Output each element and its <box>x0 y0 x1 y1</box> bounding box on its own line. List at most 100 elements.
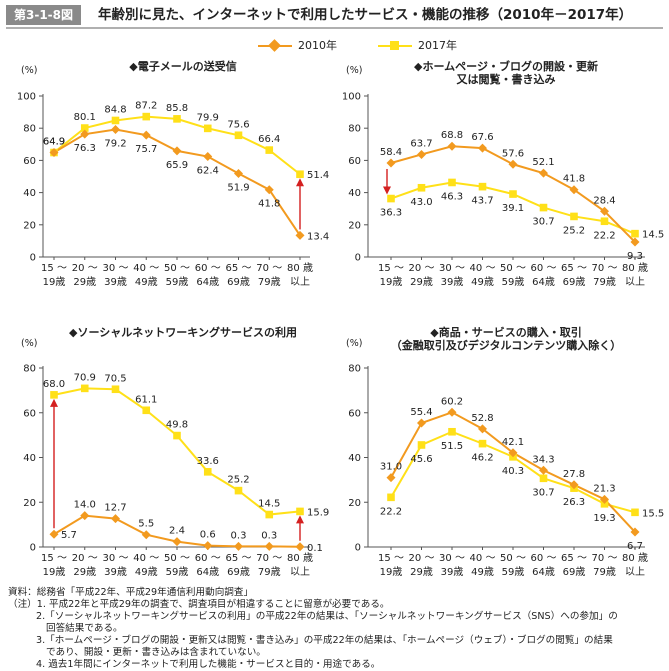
x-tick-label-line2: 29歳 <box>73 276 96 288</box>
point-2017 <box>203 468 212 476</box>
data-label-2010: 5.5 <box>138 519 154 530</box>
x-tick-label-line1: 65 ～ <box>226 263 252 274</box>
data-label-2010: 67.6 <box>471 132 493 143</box>
data-label-2017: 46.2 <box>471 453 493 464</box>
figure-header: 第3-1-8図 年齢別に見た、インターネットで利用したサービス・機能の推移（20… <box>0 0 669 30</box>
data-label-2010: 58.4 <box>380 147 402 158</box>
data-label-2017: 14.5 <box>642 230 664 241</box>
data-label-2010: 68.8 <box>441 130 463 141</box>
point-2017 <box>417 183 426 192</box>
y-tick-label: 40 <box>348 453 361 464</box>
point-2017 <box>173 431 181 440</box>
point-2010 <box>539 168 548 178</box>
x-tick-label-line1: 20 ～ <box>72 263 98 274</box>
point-2017 <box>265 510 274 519</box>
point-2017 <box>111 116 120 125</box>
point-2010 <box>111 514 120 524</box>
point-2017 <box>142 406 151 415</box>
y-tick-label: 100 <box>342 92 361 103</box>
change-arrow-head <box>296 515 304 524</box>
y-axis-unit-label: (%) <box>346 65 362 76</box>
y-tick-label: 0 <box>355 543 361 554</box>
data-label-2017: 36.3 <box>380 208 402 219</box>
x-tick-label-line2: 79歳 <box>593 566 616 578</box>
data-label-2010: 5.7 <box>61 530 77 541</box>
data-label-2017: 87.2 <box>135 101 157 112</box>
chart-title-2-line-2: 又は閲覧・書き込み <box>456 72 556 86</box>
point-2010 <box>630 237 640 247</box>
note-2-continued: 回答結果である。 <box>46 623 123 634</box>
x-tick-label-line2: 以上 <box>625 276 645 288</box>
chart-title-4-line-1: ◆商品・サービスの購入・取引 <box>430 325 581 339</box>
x-tick-label-line2: 69歳 <box>563 276 586 288</box>
point-2010 <box>172 146 182 156</box>
y-tick-label: 80 <box>23 364 36 375</box>
data-label-2017: 70.5 <box>104 373 126 384</box>
data-label-2010: 13.4 <box>307 231 329 242</box>
data-label-2017: 66.4 <box>258 134 280 145</box>
point-2017 <box>417 441 426 449</box>
point-2017 <box>111 385 120 394</box>
point-2017 <box>203 124 212 133</box>
point-2010 <box>234 168 243 178</box>
data-label-2010: 34.3 <box>532 454 554 465</box>
x-tick-label-line1: 15 ～ <box>41 263 67 274</box>
x-tick-label-line2: 19歳 <box>43 566 66 578</box>
x-tick-label-line1: 40 ～ <box>133 263 159 274</box>
data-label-2017: 30.7 <box>532 217 554 228</box>
data-label-2010: 14.0 <box>74 500 96 511</box>
x-tick-label-line1: 60 ～ <box>195 553 221 564</box>
point-2010 <box>508 159 518 169</box>
x-tick-label-line2: 64歳 <box>196 276 219 288</box>
data-label-2017: 75.6 <box>227 119 249 130</box>
x-tick-label-line1: 50 ～ <box>164 553 190 564</box>
x-tick-label-line1: 70 ～ <box>256 553 282 564</box>
point-2017 <box>631 508 639 517</box>
data-label-2010: 42.1 <box>502 437 524 448</box>
point-2017 <box>234 486 243 495</box>
point-2017 <box>600 217 609 226</box>
point-2010 <box>417 149 426 159</box>
data-label-2010: 0.3 <box>261 530 277 541</box>
data-label-2010: 21.3 <box>593 483 615 494</box>
data-label-2017: 33.6 <box>197 456 219 467</box>
x-tick-label-line2: 69歳 <box>227 566 250 578</box>
point-2010 <box>203 541 213 551</box>
point-2010 <box>264 541 274 551</box>
x-tick-label-line1: 80 歳 <box>287 262 313 274</box>
x-tick-label-line2: 59歳 <box>166 276 189 288</box>
legend-label-2017: 2017年 <box>418 39 457 52</box>
data-label-2017: 61.1 <box>135 394 157 405</box>
legend-label-2010: 2010年 <box>298 39 337 52</box>
data-label-2017: 70.9 <box>74 372 96 383</box>
point-2010 <box>295 542 305 552</box>
point-2017 <box>509 190 517 198</box>
series-line-2017 <box>53 387 301 516</box>
point-2010 <box>447 141 457 151</box>
y-tick-label: 60 <box>23 408 36 419</box>
point-2017 <box>80 384 89 393</box>
data-label-2017: 79.9 <box>197 112 219 123</box>
x-tick-label-line1: 30 ～ <box>439 553 465 564</box>
point-2017 <box>387 194 395 203</box>
y-tick-label: 0 <box>355 253 361 264</box>
x-tick-label-line1: 65 ～ <box>561 263 587 274</box>
point-2017 <box>478 439 487 448</box>
point-2010 <box>234 541 243 551</box>
x-tick-label-line2: 19歳 <box>380 276 403 288</box>
data-label-2017: 40.3 <box>502 466 524 477</box>
x-tick-label-line2: 59歳 <box>166 566 189 578</box>
x-tick-label-line1: 65 ～ <box>226 553 252 564</box>
point-2010 <box>111 124 120 134</box>
point-2017 <box>173 115 181 123</box>
data-label-2010: 64.9 <box>43 137 65 148</box>
point-2010 <box>49 529 59 539</box>
point-2017 <box>387 493 395 502</box>
y-tick-label: 60 <box>348 156 361 167</box>
data-label-2017: 26.3 <box>563 497 585 508</box>
data-label-2017: 51.5 <box>441 441 463 452</box>
x-tick-label-line1: 80 歳 <box>622 552 648 564</box>
y-tick-label: 80 <box>348 364 361 375</box>
change-arrow-head <box>296 178 304 187</box>
x-tick-label-line1: 30 ～ <box>103 553 129 564</box>
